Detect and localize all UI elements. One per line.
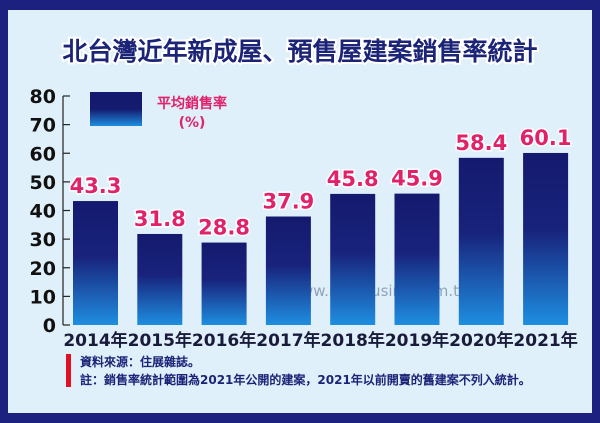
- value-label: 60.1: [520, 126, 572, 150]
- value-label: 45.8: [327, 167, 379, 191]
- y-tick-label: 60: [30, 143, 56, 165]
- source-note: 資料來源：住展雜誌。: [80, 354, 200, 369]
- chart-title: 北台灣近年新成屋、預售屋建案銷售率統計: [62, 37, 537, 66]
- x-tick-label: 2016年: [192, 330, 256, 351]
- y-tick-label: 40: [30, 201, 56, 223]
- value-label: 37.9: [262, 190, 314, 214]
- x-tick-label: 2017年: [256, 330, 320, 351]
- bar: [73, 201, 118, 325]
- y-tick-label: 70: [30, 115, 56, 137]
- legend-unit: (%): [179, 115, 206, 131]
- value-label: 58.4: [455, 131, 507, 155]
- y-tick-label: 50: [30, 172, 56, 194]
- y-tick-label: 30: [30, 229, 56, 251]
- note-marker: [66, 354, 71, 387]
- footnote: 註：銷售率統計範圍為2021年公開的建案，2021年以前開賣的舊建案不列入統計。: [80, 372, 531, 387]
- x-tick-label: 2021年: [513, 330, 577, 351]
- watermark: www.myhousing.com.tw: [289, 282, 472, 300]
- legend-label: 平均銷售率: [157, 95, 227, 112]
- bar: [394, 193, 440, 325]
- bar: [265, 216, 311, 325]
- x-tick-label: 2020年: [449, 330, 513, 351]
- x-tick-label: 2014年: [63, 330, 127, 351]
- x-tick-label: 2015年: [128, 330, 192, 351]
- value-label: 45.9: [391, 167, 443, 191]
- bar: [201, 242, 247, 325]
- bar: [458, 157, 504, 325]
- y-tick-label: 80: [30, 86, 56, 108]
- y-tick-label: 20: [30, 258, 56, 280]
- value-label: 28.8: [198, 216, 250, 240]
- legend-swatch: [90, 92, 142, 126]
- y-axis: 0 10 20 30 40 50 60 70 80: [30, 86, 70, 337]
- x-tick-label: 2019年: [385, 330, 449, 351]
- value-label: 31.8: [134, 207, 186, 231]
- bar: [137, 233, 183, 325]
- value-label: 43.3: [70, 174, 122, 198]
- bar: [523, 152, 569, 325]
- x-tick-label: 2018年: [321, 330, 385, 351]
- y-tick-label: 10: [30, 286, 56, 308]
- bar: [330, 193, 376, 325]
- y-tick-label: 0: [43, 315, 56, 337]
